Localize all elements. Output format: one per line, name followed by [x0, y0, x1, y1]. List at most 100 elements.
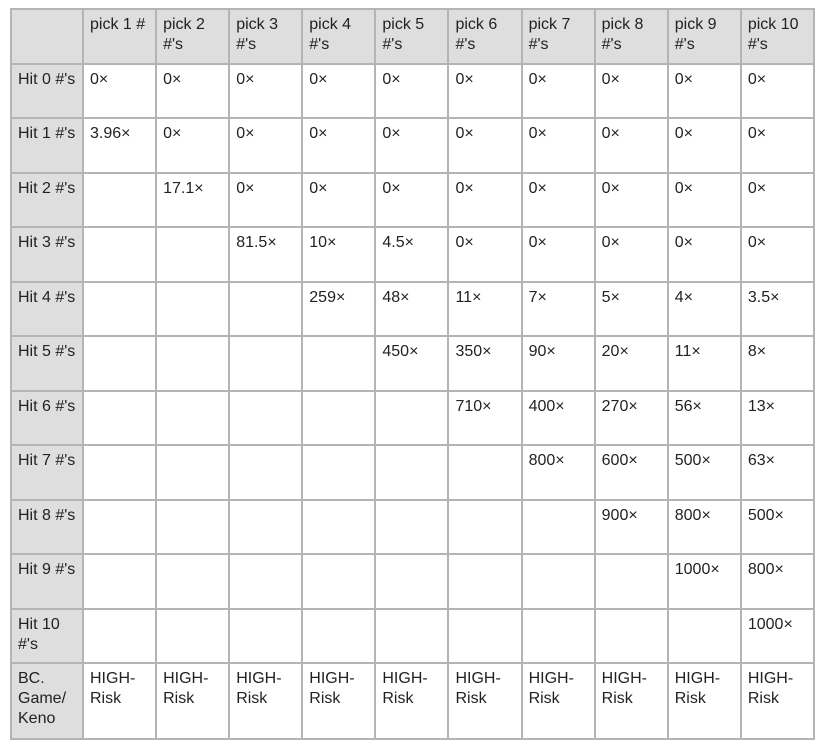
- payout-cell: 0×: [447, 117, 523, 174]
- payout-cell: HIGH- Risk: [666, 662, 742, 740]
- payout-cell: HIGH- Risk: [81, 662, 158, 740]
- payout-cell: 56×: [666, 389, 742, 446]
- payout-cell: [228, 335, 304, 392]
- payout-cell: 800×: [520, 444, 596, 501]
- row-header: Hit 8 #'s: [10, 498, 84, 555]
- table-row: Hit 7 #'s 800× 600× 500× 63×: [10, 444, 816, 501]
- payout-cell: 4×: [666, 280, 742, 337]
- payout-cell: 0×: [593, 62, 669, 119]
- payout-cell: HIGH- Risk: [447, 662, 523, 740]
- payout-cell: 0×: [374, 171, 450, 228]
- payout-cell: 710×: [447, 389, 523, 446]
- payout-cell: 4.5×: [374, 226, 450, 283]
- header-row: pick 1 # pick 2 #'s pick 3 #'s pick 4 #'s pi…: [10, 8, 816, 65]
- payout-cell: [593, 607, 669, 664]
- table-row: Hit 4 #'s 259× 48× 11× 7× 5× 4× 3.5×: [10, 280, 816, 337]
- payout-cell: 90×: [520, 335, 596, 392]
- payout-cell: [81, 607, 158, 664]
- payout-cell: 0×: [593, 117, 669, 174]
- payout-cell: [520, 553, 596, 610]
- payout-cell: [374, 444, 450, 501]
- table-row: Hit 10 #'s 1000×: [10, 607, 816, 664]
- payout-cell: 0×: [739, 62, 816, 119]
- payout-cell: [228, 444, 304, 501]
- row-header: Hit 3 #'s: [10, 226, 84, 283]
- payout-cell: 259×: [301, 280, 377, 337]
- row-header: Hit 7 #'s: [10, 444, 84, 501]
- payout-cell: 600×: [593, 444, 669, 501]
- payout-cell: [301, 389, 377, 446]
- column-header: pick 4 #'s: [301, 8, 377, 65]
- payout-cell: HIGH- Risk: [228, 662, 304, 740]
- payout-cell: 0×: [447, 226, 523, 283]
- payout-cell: [301, 498, 377, 555]
- column-header: pick 7 #'s: [520, 8, 596, 65]
- payout-cell: 0×: [520, 171, 596, 228]
- row-header: Hit 0 #'s: [10, 62, 84, 119]
- payout-cell: 0×: [593, 171, 669, 228]
- payout-cell: [228, 553, 304, 610]
- keno-payout-table: pick 1 # pick 2 #'s pick 3 #'s pick 4 #'s pi…: [10, 8, 816, 740]
- table-row: Hit 0 #'s 0× 0× 0× 0× 0× 0× 0× 0× 0× 0×: [10, 62, 816, 119]
- payout-cell: [155, 444, 231, 501]
- payout-cell: 0×: [301, 171, 377, 228]
- payout-cell: 0×: [301, 62, 377, 119]
- column-header: pick 1 #: [81, 8, 158, 65]
- row-header: Hit 4 #'s: [10, 280, 84, 337]
- payout-cell: 270×: [593, 389, 669, 446]
- payout-cell: [447, 607, 523, 664]
- payout-cell: [447, 444, 523, 501]
- payout-cell: 0×: [155, 62, 231, 119]
- payout-cell: [520, 498, 596, 555]
- payout-cell: 0×: [228, 171, 304, 228]
- payout-cell: [155, 335, 231, 392]
- payout-cell: 17.1×: [155, 171, 231, 228]
- payout-cell: 0×: [739, 171, 816, 228]
- payout-cell: [228, 607, 304, 664]
- payout-cell: [81, 171, 158, 228]
- payout-cell: 1000×: [666, 553, 742, 610]
- payout-cell: 20×: [593, 335, 669, 392]
- payout-cell: 350×: [447, 335, 523, 392]
- column-header: pick 2 #'s: [155, 8, 231, 65]
- row-header: Hit 9 #'s: [10, 553, 84, 610]
- payout-cell: 11×: [447, 280, 523, 337]
- table-row: Hit 5 #'s 450× 350× 90× 20× 11× 8×: [10, 335, 816, 392]
- payout-cell: HIGH- Risk: [155, 662, 231, 740]
- payout-cell: 0×: [447, 62, 523, 119]
- payout-cell: 11×: [666, 335, 742, 392]
- payout-cell: 63×: [739, 444, 816, 501]
- payout-cell: 0×: [666, 117, 742, 174]
- row-header: Hit 6 #'s: [10, 389, 84, 446]
- payout-cell: 0×: [374, 117, 450, 174]
- column-header: pick 9 #'s: [666, 8, 742, 65]
- payout-cell: 800×: [739, 553, 816, 610]
- payout-cell: 500×: [666, 444, 742, 501]
- payout-cell: 81.5×: [228, 226, 304, 283]
- payout-cell: 500×: [739, 498, 816, 555]
- payout-cell: [155, 553, 231, 610]
- payout-cell: 0×: [520, 226, 596, 283]
- payout-cell: [81, 280, 158, 337]
- payout-cell: [447, 498, 523, 555]
- payout-cell: 3.96×: [81, 117, 158, 174]
- payout-cell: 900×: [593, 498, 669, 555]
- column-header: pick 8 #'s: [593, 8, 669, 65]
- table-row: Hit 3 #'s 81.5× 10× 4.5× 0× 0× 0× 0× 0×: [10, 226, 816, 283]
- payout-cell: [374, 389, 450, 446]
- payout-cell: 0×: [666, 62, 742, 119]
- table-row: BC. Game/ Keno HIGH- Risk HIGH- Risk HIGH- …: [10, 662, 816, 740]
- payout-cell: 800×: [666, 498, 742, 555]
- payout-cell: HIGH- Risk: [739, 662, 816, 740]
- payout-cell: [81, 553, 158, 610]
- payout-cell: [301, 444, 377, 501]
- payout-cell: [447, 553, 523, 610]
- payout-cell: 0×: [520, 62, 596, 119]
- column-header: pick 3 #'s: [228, 8, 304, 65]
- payout-cell: 0×: [739, 117, 816, 174]
- payout-cell: [374, 498, 450, 555]
- row-header: Hit 5 #'s: [10, 335, 84, 392]
- payout-cell: 0×: [666, 226, 742, 283]
- payout-cell: [81, 335, 158, 392]
- payout-cell: 48×: [374, 280, 450, 337]
